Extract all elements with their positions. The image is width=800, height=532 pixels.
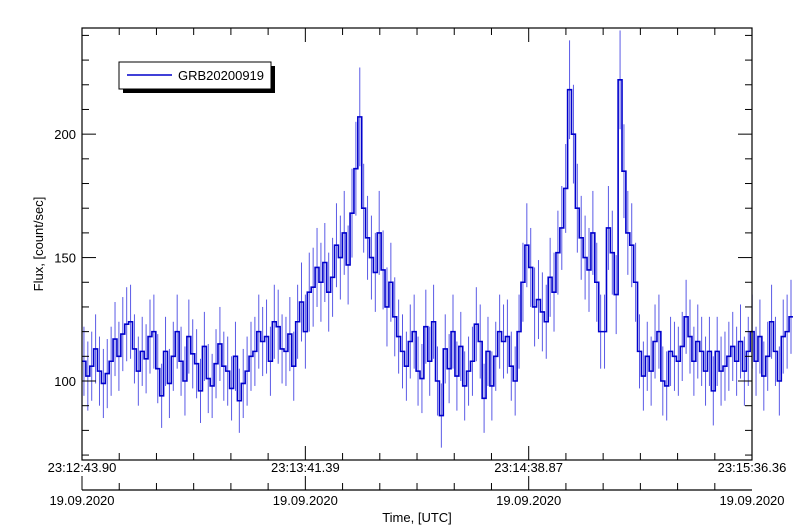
x-tick-label-date: 19.09.2020 (719, 493, 784, 508)
series-line-grb20200919 (82, 79, 793, 417)
x-ticks: 23:12:43.90 19.09.2020 23:13:41.39 19.09.20… (48, 28, 787, 508)
x-tick-label-time: 23:13:41.39 (271, 460, 340, 475)
y-tick-label: 100 (54, 374, 76, 389)
y-tick-label: 200 (54, 127, 76, 142)
x-tick-label-date: 19.09.2020 (273, 493, 338, 508)
x-tick-label-date: 19.09.2020 (496, 493, 561, 508)
y-ticks: 100 150 200 (54, 34, 752, 456)
x-tick-label-time: 23:14:38.87 (494, 460, 563, 475)
y-axis-title: Flux, [count/sec] (31, 197, 46, 292)
x-axis-title: Time, [UTC] (382, 510, 452, 525)
legend-entry-label: GRB20200919 (178, 68, 264, 83)
series-group (82, 79, 793, 417)
y-tick-label: 150 (54, 251, 76, 266)
legend: GRB20200919 (118, 61, 275, 93)
x-tick-label-date: 19.09.2020 (49, 493, 114, 508)
x-tick-label-time: 23:12:43.90 (48, 460, 117, 475)
x-tick-label-time: 23:15:36.36 (718, 460, 787, 475)
